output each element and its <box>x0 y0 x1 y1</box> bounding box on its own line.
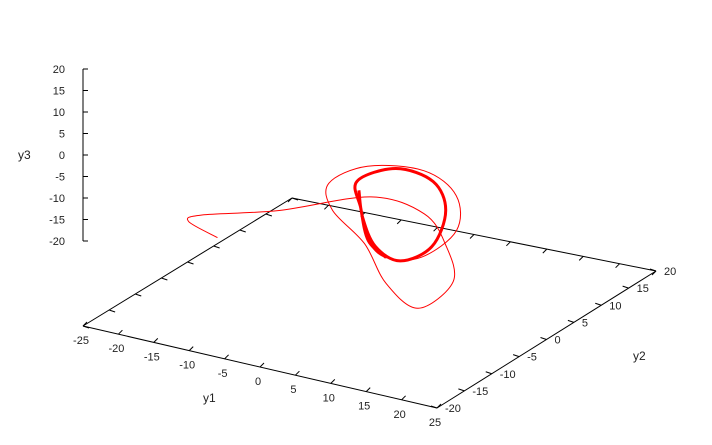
y-tick-mark-left <box>187 261 194 265</box>
x-tick-mark <box>259 362 265 368</box>
y-tick-mark-left <box>82 325 90 329</box>
x-tick-mark <box>401 395 406 401</box>
y-tick-label: -15 <box>472 386 488 398</box>
x-tick-mark <box>82 321 88 327</box>
x-tick-label: 10 <box>323 392 335 404</box>
y-tick-mark <box>458 388 465 392</box>
x-tick-mark-back <box>433 226 438 232</box>
x-tick-mark <box>330 379 336 384</box>
y-tick-mark <box>540 337 547 340</box>
x-tick-mark-back <box>615 263 620 269</box>
y-tick-mark-left <box>291 197 299 201</box>
trajectory-group <box>186 164 462 309</box>
z-tick-label: 10 <box>53 107 65 119</box>
x-tick-mark-back <box>396 219 402 225</box>
x-tick-label: -15 <box>144 351 160 363</box>
tick-group: -25 -20 -15 -10 -5 0 5 10 15 20 25 -20 -15 -10 -5 0 5 10 1… <box>49 64 676 429</box>
y-tick-mark-left <box>265 213 273 217</box>
x-tick-label: 0 <box>255 376 261 388</box>
y-tick-label: 20 <box>664 266 676 278</box>
y-tick-mark-left <box>213 245 220 249</box>
x-tick-mark <box>295 370 300 376</box>
z-tick-label: -5 <box>55 172 65 184</box>
x-tick-mark-back <box>578 256 584 261</box>
x-tick-label: -20 <box>108 343 124 355</box>
y-tick-mark <box>595 302 602 306</box>
z-tick-label: 5 <box>59 129 65 141</box>
z-axis-title: y3 <box>18 148 31 162</box>
y-axis-title: y2 <box>633 349 646 363</box>
x-tick-mark-back <box>651 270 657 276</box>
y-tick-mark-left <box>239 229 246 233</box>
y-tick-mark <box>649 268 657 272</box>
y-tick-mark <box>567 319 575 323</box>
x-tick-label: 5 <box>290 384 296 396</box>
y-tick-label: 0 <box>555 335 561 347</box>
y-tick-label: -10 <box>500 369 516 381</box>
x-tick-label: -10 <box>179 360 195 372</box>
x-tick-mark-back <box>469 234 475 239</box>
y-tick-label: 10 <box>609 300 621 312</box>
x-tick-mark <box>153 338 159 343</box>
y-tick-mark-left <box>108 309 116 313</box>
x-axis-title: y1 <box>203 391 216 405</box>
x-tick-label: -25 <box>73 335 89 347</box>
x-tick-mark-back <box>287 197 293 203</box>
x-tick-mark <box>365 387 371 392</box>
x-tick-mark <box>188 346 194 351</box>
x-tick-mark-back <box>542 248 548 254</box>
x-tick-mark <box>118 329 123 335</box>
y-tick-mark <box>430 405 438 409</box>
z-tick-label: 15 <box>53 86 65 98</box>
x-tick-label: 15 <box>358 401 370 413</box>
y-tick-label: -20 <box>445 403 461 415</box>
z-tick-label: -20 <box>49 236 65 248</box>
y-tick-label: 5 <box>582 317 588 329</box>
x-tick-label: 25 <box>429 417 441 429</box>
attractor-loop <box>353 166 448 263</box>
y-tick-mark <box>485 371 492 375</box>
z-tick-label: 20 <box>53 64 65 76</box>
y-tick-label: -5 <box>527 352 537 364</box>
x-tick-mark <box>436 403 442 409</box>
x-tick-mark-back <box>506 241 511 247</box>
y-tick-mark-left <box>135 293 142 297</box>
z-tick-label: -10 <box>49 193 65 205</box>
z-tick-label: 0 <box>59 150 65 162</box>
x-tick-mark <box>224 354 229 360</box>
x-tick-mark-back <box>324 204 329 210</box>
y-tick-label: 15 <box>637 283 649 295</box>
x-tick-label: 20 <box>393 409 405 421</box>
y-tick-mark <box>512 354 520 358</box>
x-tick-label: -5 <box>218 368 228 380</box>
z-tick-label: -15 <box>49 215 65 227</box>
y-tick-mark <box>622 285 629 289</box>
y-tick-mark-left <box>161 277 168 281</box>
